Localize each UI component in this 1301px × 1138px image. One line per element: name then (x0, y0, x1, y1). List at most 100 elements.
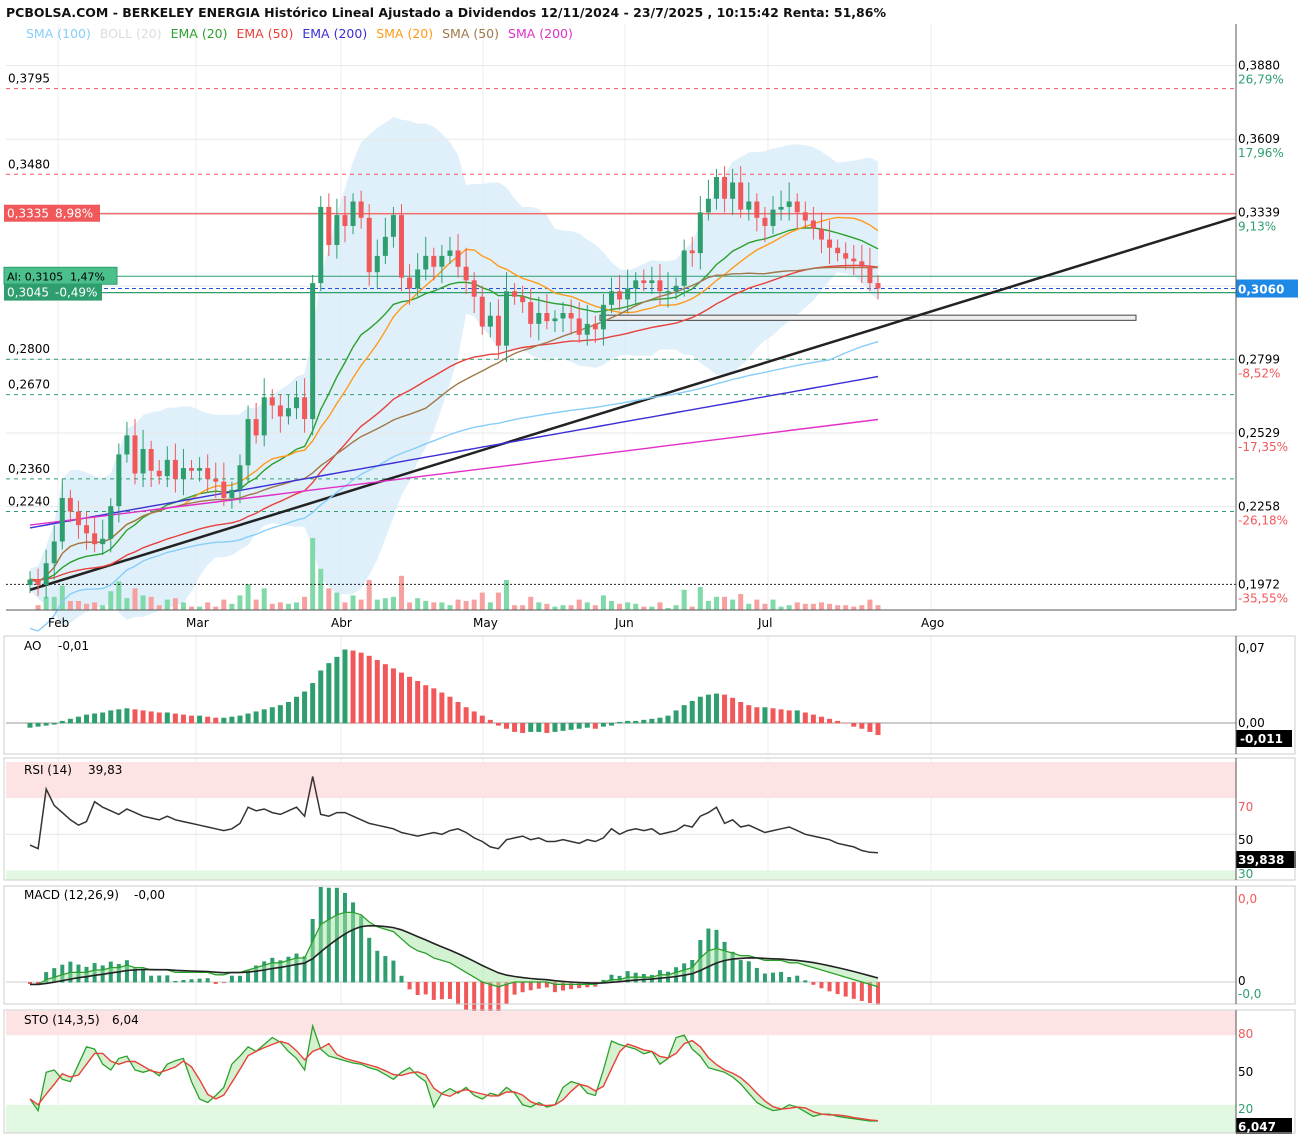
zone-rectangle (599, 314, 1137, 321)
macd-histogram-bar (819, 982, 824, 989)
candle-body (544, 312, 550, 322)
macd-histogram-bar (843, 982, 848, 997)
rsi-value: 39,83 (88, 763, 122, 777)
ao-bar (59, 720, 65, 724)
volume-bar (455, 599, 461, 610)
alert-tag-pct: 1,47% (70, 270, 105, 283)
ao-bar (802, 712, 808, 724)
volume-bar (544, 603, 550, 610)
macd-histogram-bar (746, 961, 751, 983)
ao-bar (245, 713, 251, 724)
rsi-tick: 50 (1238, 833, 1253, 847)
indicator-legend: SMA (100) BOLL (20) EMA (20) EMA (50) EMA (2… (26, 26, 582, 41)
macd-histogram-bar (294, 953, 299, 983)
macd-histogram-bar (44, 972, 49, 983)
volume-bar (390, 596, 396, 610)
ao-bar (334, 656, 340, 724)
volume-bar (342, 602, 348, 610)
ao-bar (189, 715, 195, 724)
volume-bar (778, 606, 784, 610)
ao-bar (649, 718, 655, 724)
candle-body (415, 269, 421, 289)
legend-item[interactable]: EMA (50) (236, 26, 294, 41)
macd-histogram-bar (278, 960, 283, 983)
volume-bar (786, 605, 792, 610)
support-tag (4, 283, 102, 301)
volume-bar (576, 599, 582, 610)
candle-body (140, 448, 146, 474)
volume-bar (407, 602, 413, 610)
ao-tick: 0,07 (1238, 641, 1265, 655)
candle-body (108, 506, 114, 539)
candle-body (407, 277, 413, 289)
volume-bar (503, 580, 509, 610)
macd-histogram-bar (488, 982, 493, 1018)
legend-item[interactable]: EMA (200) (302, 26, 368, 41)
ao-bar (843, 723, 849, 724)
month-label: Jun (614, 616, 634, 630)
ao-bar (600, 723, 606, 727)
legend-item[interactable]: SMA (20) (376, 26, 434, 41)
price-tick-label: 0,1972 (1238, 577, 1280, 591)
bollinger-fill (30, 117, 878, 628)
volume-bar (205, 602, 211, 610)
legend-item[interactable]: SMA (200) (508, 26, 573, 41)
candle-body (164, 459, 170, 477)
rsi-line (29, 776, 879, 854)
volume-bar (43, 596, 49, 610)
ao-bar (592, 723, 598, 729)
volume-bar (366, 580, 372, 610)
volume-bar (665, 608, 671, 610)
volume-bar (617, 603, 623, 610)
sto-overbought-zone (6, 1011, 1236, 1036)
ao-bar (762, 707, 768, 724)
volume-bar (818, 602, 824, 610)
macd-histogram-bar (375, 950, 380, 983)
macd-histogram-bar (342, 892, 347, 983)
macd-histogram-bar (237, 975, 242, 983)
level-label: 0,2240 (8, 495, 50, 509)
price-tick-label: 0,3880 (1238, 58, 1280, 72)
candle-body (358, 201, 364, 218)
volume-bar (608, 601, 614, 610)
candle-body (334, 215, 340, 246)
volume-bar (350, 595, 356, 610)
volume-bar (827, 603, 833, 610)
ao-bar (350, 650, 356, 724)
month-label: May (473, 616, 498, 630)
macd-histogram-bar (383, 956, 388, 983)
ao-bar (778, 709, 784, 724)
volume-bar (479, 592, 485, 610)
candle-body (116, 454, 122, 507)
ao-bar (342, 649, 348, 724)
macd-histogram-bar (569, 982, 574, 990)
candle-body (253, 419, 259, 436)
candle-body (762, 217, 768, 226)
legend-item[interactable]: EMA (20) (170, 26, 228, 41)
ao-bar (116, 709, 122, 724)
rsi-tick: 70 (1238, 800, 1253, 814)
legend-item[interactable]: BOLL (20) (99, 26, 162, 41)
ao-bar (552, 723, 558, 732)
sma-100-line (29, 340, 879, 632)
legend-item[interactable]: SMA (50) (442, 26, 500, 41)
macd-histogram-bar (254, 965, 259, 983)
macd-histogram-bar (859, 982, 864, 1001)
candle-body (649, 280, 655, 284)
ao-bar (439, 692, 445, 724)
ao-bar (382, 664, 388, 724)
ao-bar (479, 715, 485, 724)
legend-item[interactable]: SMA (100) (26, 26, 91, 41)
macd-histogram-bar (835, 982, 840, 995)
macd-histogram-bar (229, 975, 234, 983)
macd-histogram-bar (552, 982, 557, 993)
candle-body (439, 255, 445, 267)
volume-bar (180, 602, 186, 610)
volume-bar (730, 599, 736, 610)
volume-bar (592, 605, 598, 610)
macd-histogram-bar (60, 964, 65, 983)
sto-last-label: 6,047 (1238, 1120, 1276, 1134)
rsi-last-tag (1236, 851, 1296, 868)
volume-bar (439, 602, 445, 610)
